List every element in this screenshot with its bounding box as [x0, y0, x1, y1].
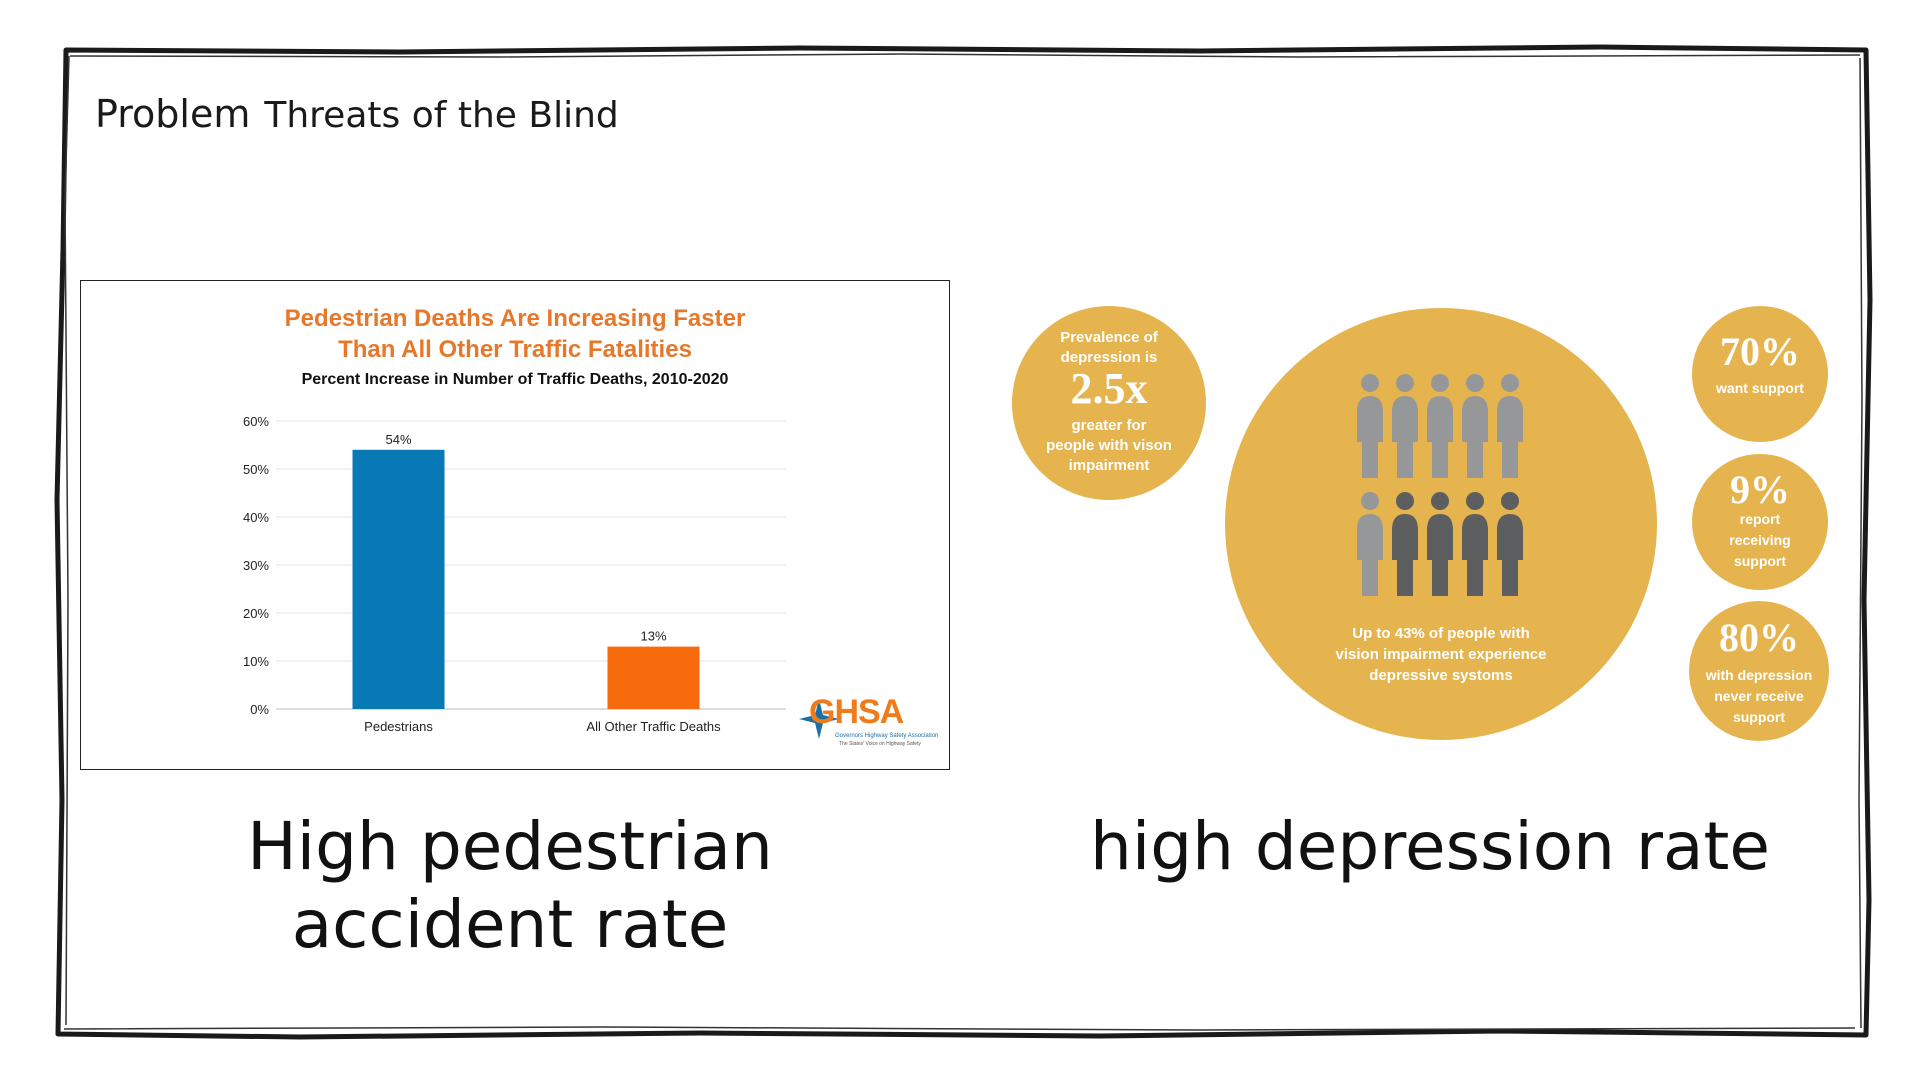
stat-9-label1: report	[1739, 511, 1781, 527]
slide-title: Problem Threats of the Blind	[95, 92, 619, 136]
x-category-label: All Other Traffic Deaths	[586, 719, 721, 734]
y-tick-label: 0%	[250, 702, 269, 717]
compass-star-icon	[799, 699, 839, 739]
person-icon	[1497, 374, 1523, 478]
prevalence-multiplier: 2.5x	[1070, 364, 1148, 413]
bar	[352, 449, 445, 709]
ghsa-tagline: Governors Highway Safety Association	[835, 733, 939, 739]
bar	[607, 646, 700, 709]
y-tick-label: 40%	[243, 510, 269, 525]
ghsa-logo: GHSA Governors Highway Safety Associatio…	[799, 691, 938, 753]
stat-9-circle: 9% report receiving support	[1692, 454, 1828, 590]
stat-80-label1: with depression	[1705, 667, 1813, 683]
stat-80-label2: never receive	[1714, 688, 1804, 704]
y-tick-label: 50%	[243, 462, 269, 477]
stat-9-label2: receiving	[1729, 532, 1791, 548]
prevalence-line3: greater for	[1071, 417, 1147, 434]
chart-subtitle: Percent Increase in Number of Traffic De…	[301, 371, 729, 388]
ghsa-tagline-secondary: The States' Voice on Highway Safety	[839, 741, 921, 747]
person-icon	[1392, 374, 1418, 478]
chart-panel: Pedestrian Deaths Are Increasing Faster …	[80, 280, 950, 770]
people-grid	[1357, 374, 1523, 596]
y-tick-label: 20%	[243, 606, 269, 621]
y-tick-label: 10%	[243, 654, 269, 669]
prevalence-circle: Prevalence of depression is 2.5x greater …	[1012, 306, 1206, 500]
prevalence-line1: Prevalence of	[1060, 329, 1158, 346]
main-line3: depressive systoms	[1369, 667, 1513, 684]
person-icon	[1462, 374, 1488, 478]
bar-chart: 0% 10% 20% 30% 40% 50% 60% 54% Pedestrians 13% All…	[243, 414, 786, 734]
person-icon	[1427, 374, 1453, 478]
stat-80-label3: support	[1732, 709, 1786, 725]
stat-70-label: want support	[1716, 380, 1804, 396]
main-circle: Up to 43% of people with vision impairme…	[1225, 308, 1657, 740]
section-label: Problem	[95, 92, 251, 136]
caption-pedestrian: High pedestrian accident rate	[247, 808, 773, 963]
person-icon	[1462, 492, 1488, 596]
person-icon	[1427, 492, 1453, 596]
person-icon	[1357, 374, 1383, 478]
ghsa-logo-text: GHSA	[809, 693, 904, 731]
slide-heading: Threats of the Blind	[264, 95, 619, 136]
x-category-label: Pedestrians	[364, 719, 433, 734]
person-icon	[1392, 492, 1418, 596]
chart-title-line1: Pedestrian Deaths Are Increasing Faster	[284, 305, 746, 332]
stat-80-value: 80%	[1719, 615, 1799, 660]
main-line1: Up to 43% of people with	[1352, 625, 1530, 642]
stat-80-circle: 80% with depression never receive support	[1689, 601, 1829, 741]
prevalence-line5: impairment	[1068, 457, 1150, 474]
person-icon	[1497, 492, 1523, 596]
person-icon	[1357, 492, 1383, 596]
main-line2: vision impairment experience	[1335, 646, 1547, 663]
prevalence-line2: depression is	[1060, 349, 1158, 366]
stat-9-label3: support	[1733, 553, 1787, 569]
stat-70-value: 70%	[1720, 329, 1800, 374]
bar-value-label: 13%	[640, 629, 666, 644]
stat-9-value: 9%	[1730, 467, 1790, 512]
prevalence-line4: people with vison	[1046, 437, 1172, 454]
chart-title-line2: Than All Other Traffic Fatalities	[338, 336, 692, 363]
caption-depression: high depression rate	[1090, 808, 1770, 885]
y-tick-label: 30%	[243, 558, 269, 573]
y-tick-label: 60%	[243, 414, 269, 429]
stat-70-circle: 70% want support	[1692, 306, 1828, 442]
bar-value-label: 54%	[385, 432, 411, 447]
